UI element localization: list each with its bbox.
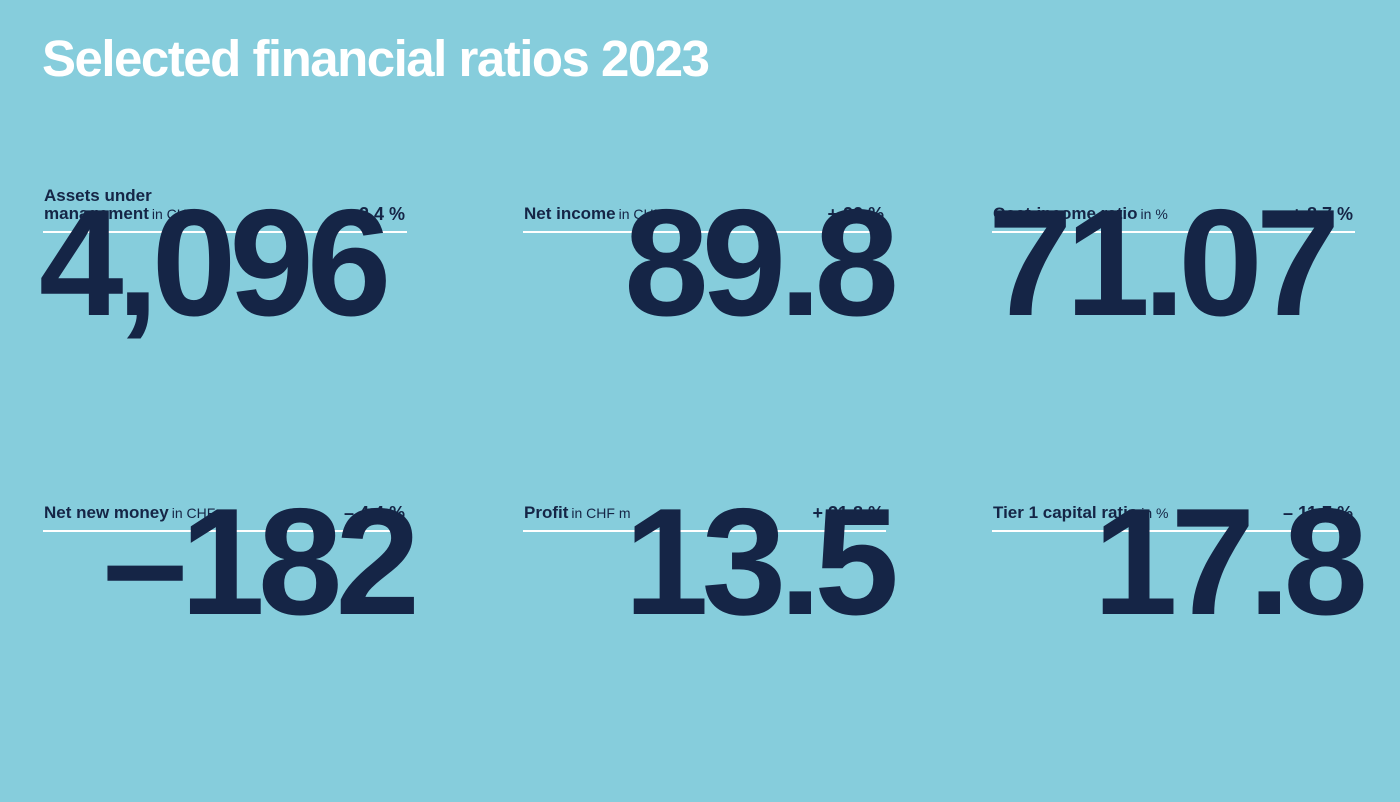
kpi-profit: Profit in CHF m + 31.8 % 13.5	[523, 484, 899, 684]
kpi-unit: in %	[1141, 505, 1169, 521]
kpi-label-text: Net new money	[44, 503, 169, 522]
kpi-unit: in CHF m	[618, 206, 678, 222]
kpi-header: Profit in CHF m + 31.8 %	[523, 484, 886, 532]
kpi-label-text: Profit	[524, 503, 569, 522]
kpi-value: 17.8	[1093, 477, 1368, 647]
kpi-value: –182	[102, 477, 420, 647]
kpi-label-text: Net income	[524, 204, 616, 223]
kpi-header: Net income in CHF m + 22 %	[523, 185, 886, 233]
kpi-change: + 2.4 %	[343, 204, 405, 224]
kpi-header: Net new money in CHF m – 4.4 %	[43, 484, 407, 532]
kpi-net-new-money: Net new money in CHF m – 4.4 % –182	[43, 484, 420, 684]
kpi-value: 4,096	[39, 178, 391, 348]
kpi-cost-income-ratio: Cost-income ratio in % + 8.7 % 71.07	[988, 185, 1355, 385]
kpi-change: + 8.7 %	[1291, 204, 1353, 224]
kpi-label: Cost-income ratio in %	[993, 205, 1168, 223]
kpi-label-line2: management	[44, 204, 149, 223]
kpi-label: Net income in CHF m	[524, 205, 678, 223]
kpi-net-income: Net income in CHF m + 22 % 89.8	[523, 185, 899, 385]
kpi-header: Tier 1 capital ratio in % – 11.7 %	[992, 484, 1355, 532]
kpi-unit: in %	[1140, 206, 1168, 222]
kpi-value: 89.8	[624, 178, 899, 348]
kpi-tier-1-capital-ratio: Tier 1 capital ratio in % – 11.7 % 17.8	[992, 484, 1368, 684]
kpi-label: Assets under management in CHF m	[44, 187, 211, 223]
kpi-header: Cost-income ratio in % + 8.7 %	[992, 185, 1355, 233]
kpi-change: – 11.7 %	[1282, 503, 1353, 523]
kpi-label: Net new money in CHF m	[44, 504, 231, 522]
kpi-change: – 4.4 %	[343, 503, 405, 523]
kpi-value: 71.07	[988, 178, 1340, 348]
kpi-label-text: Cost-income ratio	[993, 204, 1138, 223]
kpi-value: 13.5	[624, 477, 899, 647]
kpi-unit: in CHF m	[171, 505, 231, 521]
kpi-label: Profit in CHF m	[524, 504, 631, 522]
kpi-change: + 22 %	[827, 204, 884, 224]
kpi-change: + 31.8 %	[812, 503, 884, 523]
kpi-unit: in CHF m	[571, 505, 631, 521]
kpi-header: Assets under management in CHF m + 2.4 %	[43, 185, 407, 233]
kpi-unit: in CHF m	[151, 206, 211, 222]
page-title: Selected financial ratios 2023	[42, 30, 710, 87]
kpi-label-text: Tier 1 capital ratio	[993, 503, 1139, 522]
kpi-label-line1: Assets under	[44, 186, 152, 205]
kpi-assets-under-management: Assets under management in CHF m + 2.4 % …	[39, 185, 407, 385]
kpi-label: Tier 1 capital ratio in %	[993, 504, 1168, 522]
